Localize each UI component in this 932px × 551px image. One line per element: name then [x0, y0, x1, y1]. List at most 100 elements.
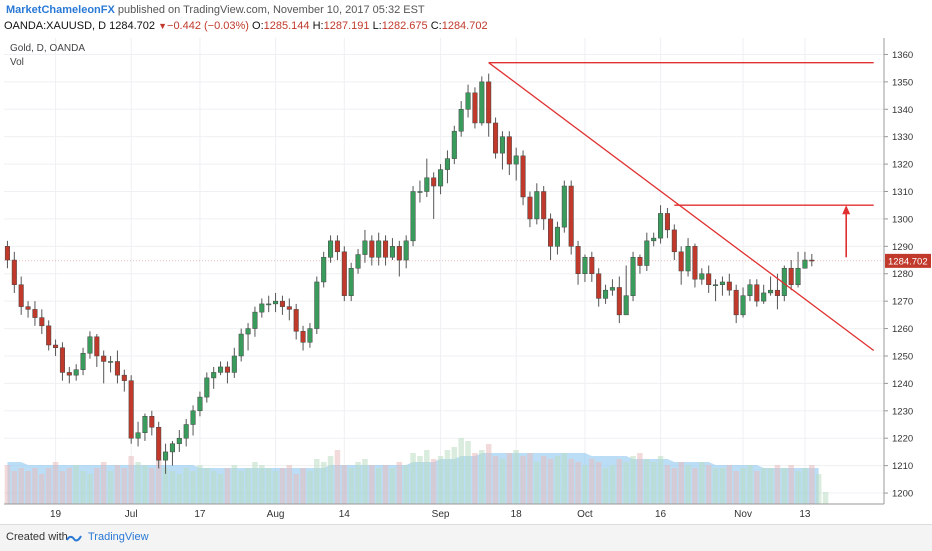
volume-bar	[217, 474, 224, 504]
candle-body	[671, 229, 677, 253]
arrow-head-icon	[842, 205, 851, 215]
time-tick-label: 16	[655, 509, 667, 520]
candle-body	[506, 136, 512, 165]
volume-bar	[671, 468, 678, 504]
volume-bar	[348, 468, 354, 504]
volume-bar	[142, 465, 148, 504]
candle-body	[589, 257, 595, 274]
candle-body	[410, 191, 416, 242]
candle-body	[479, 81, 485, 124]
volume-bar	[561, 453, 568, 504]
volume-bar	[121, 468, 128, 504]
publisher-link[interactable]: MarketChameleonFX	[6, 4, 115, 16]
price-tick-label: 1340	[892, 105, 913, 116]
volume-bar	[286, 465, 293, 504]
candle-body	[273, 300, 279, 305]
volume-bar	[417, 456, 423, 504]
volume-bar	[11, 471, 18, 504]
volume-bar	[767, 468, 774, 504]
volume-bar	[534, 462, 540, 504]
candle-body	[4, 246, 10, 261]
candle-body	[438, 169, 444, 187]
volume-bar	[774, 465, 781, 504]
candle-body	[18, 284, 24, 307]
volume-bar	[265, 468, 272, 504]
candle-body	[169, 443, 175, 453]
change-value: −0.442 (−0.03%)	[167, 20, 249, 32]
candle-body	[314, 281, 320, 329]
volume-bar	[231, 465, 238, 504]
volume-bar	[45, 468, 52, 504]
footer-bar: Created with TradingView	[0, 524, 932, 551]
candle-body	[527, 196, 533, 220]
candle-body	[376, 240, 382, 258]
candle-body	[520, 155, 526, 198]
volume-bar	[396, 462, 403, 504]
volume-bar	[66, 468, 73, 504]
volume-bar	[678, 462, 684, 504]
time-tick-label: Nov	[734, 509, 752, 520]
tradingview-brand[interactable]: TradingView	[88, 531, 149, 543]
price-tick-label: 1300	[892, 214, 913, 225]
volume-bar	[685, 465, 691, 504]
candle-body	[341, 251, 347, 296]
candle-body	[568, 185, 574, 247]
volume-bar	[94, 468, 100, 504]
candle-body	[802, 259, 808, 269]
volume-bar	[389, 468, 396, 504]
candle-body	[582, 257, 588, 274]
candle-body	[713, 284, 719, 286]
candle-body	[197, 396, 203, 412]
candle-body	[761, 292, 767, 302]
candle-body	[321, 257, 327, 283]
candle-body	[73, 369, 79, 376]
tradingview-logo-icon	[66, 535, 82, 542]
volume-bar	[355, 462, 361, 504]
candle-body	[768, 289, 774, 294]
candle-body	[87, 336, 93, 354]
volume-bar	[458, 438, 464, 504]
chart-legend: Gold, D, OANDA Vol	[10, 42, 85, 70]
candle-body	[444, 158, 450, 170]
volume-bar	[451, 447, 458, 504]
candle-body	[685, 246, 691, 272]
candle-body	[534, 191, 540, 220]
volume-bar	[582, 465, 588, 504]
candle-body	[541, 191, 547, 220]
candle-body	[94, 336, 100, 357]
volume-bar	[747, 465, 753, 504]
candle-body	[513, 155, 519, 165]
symbol-label: OANDA:XAUUSD, D	[4, 20, 107, 32]
volume-bar	[80, 471, 86, 504]
candle-body	[575, 246, 581, 274]
volume-bar	[699, 462, 705, 504]
candle-body	[451, 130, 457, 159]
volume-bar	[485, 444, 492, 504]
candle-body	[486, 81, 492, 124]
volume-bar	[650, 462, 657, 504]
candle-body	[788, 268, 794, 285]
volume-bar	[809, 465, 815, 504]
volume-bar	[204, 468, 210, 504]
candle-body	[465, 92, 471, 110]
volume-bar	[375, 468, 382, 504]
last-price-label: 1284.702	[888, 256, 928, 267]
candle-body	[596, 273, 602, 299]
volume-bar	[795, 471, 801, 504]
volume-bar	[327, 456, 334, 504]
volume-bar	[692, 468, 698, 504]
candle-body	[603, 289, 609, 299]
volume-bar	[149, 468, 155, 504]
volume-bar	[107, 471, 114, 504]
open-value: 1285.144	[263, 20, 310, 32]
volume-bar	[712, 468, 719, 504]
price-chart[interactable]: 1200 1210 1220 1230 1240 1250 1260 1270 1280 1290…	[0, 36, 932, 524]
volume-bar	[513, 450, 519, 504]
chart-area[interactable]: 1200 1210 1220 1230 1240 1250 1260 1270 1280 1290…	[0, 36, 932, 524]
volume-bar	[362, 459, 368, 504]
volume-bar	[568, 459, 574, 504]
price-tick-label: 1330	[892, 132, 913, 143]
time-tick-label: 17	[194, 509, 206, 520]
candle-body	[53, 344, 59, 349]
volume-bar	[314, 459, 320, 504]
